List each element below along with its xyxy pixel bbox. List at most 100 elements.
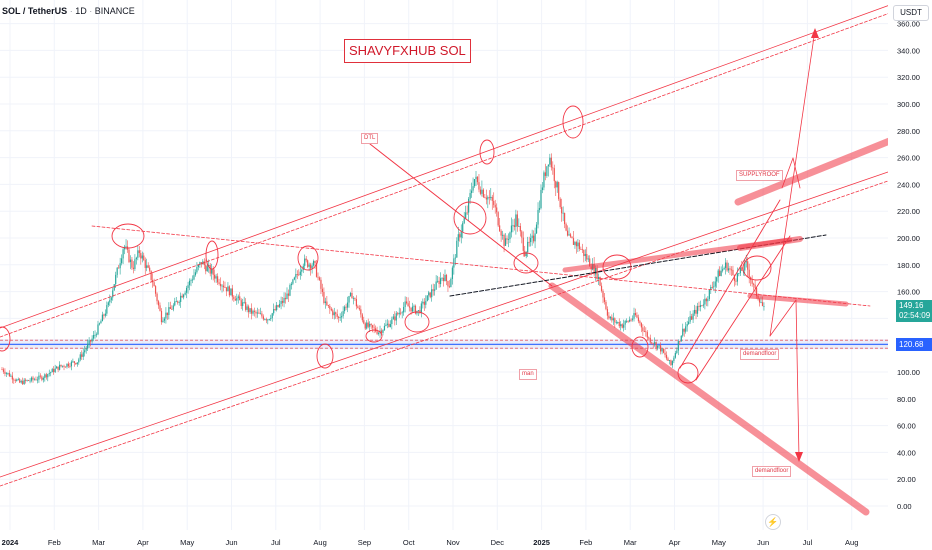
candle-body — [160, 310, 163, 323]
x-tick-label: 2024 — [2, 538, 20, 547]
candle-body — [299, 271, 301, 275]
channel-bottom-dashed — [0, 180, 889, 487]
candle-body — [673, 357, 675, 361]
candle-body — [468, 198, 470, 213]
x-tick-label: Mar — [92, 538, 105, 547]
candle-body — [561, 207, 563, 214]
chart-title-note[interactable]: SHAVYFXHUB SOL — [344, 39, 471, 63]
candle-body — [8, 372, 10, 377]
candle-body — [652, 343, 654, 345]
candle-body — [218, 282, 220, 284]
candle-body — [110, 297, 112, 301]
candle-body — [135, 257, 137, 260]
candle-body — [476, 176, 479, 183]
candle-body — [255, 311, 257, 314]
candle-body — [212, 268, 214, 275]
candle-body — [544, 172, 547, 176]
candle-body — [645, 331, 647, 333]
candle-body — [722, 269, 724, 271]
candle-body — [97, 324, 99, 335]
candle-body — [181, 295, 183, 298]
candle-body — [352, 297, 355, 299]
candle-body — [131, 259, 133, 268]
candle-body — [643, 331, 645, 332]
lightning-icon[interactable]: ⚡ — [765, 514, 781, 530]
candle-body — [146, 265, 148, 268]
candle-body — [11, 375, 13, 380]
candle-body — [116, 267, 118, 275]
candle-body — [507, 239, 510, 240]
candle-body — [707, 299, 709, 302]
candle-body — [674, 353, 676, 358]
y-tick-label: 180.00 — [897, 261, 920, 270]
candle-body — [280, 300, 282, 304]
circle-sep-low — [365, 329, 383, 343]
candle-body — [317, 276, 319, 278]
candle-body — [296, 274, 298, 275]
candle-body — [106, 305, 108, 314]
candle-body — [87, 343, 89, 349]
demandfloor-note-1[interactable]: demandfloor — [740, 349, 780, 360]
candle-body — [270, 318, 272, 320]
candle-body — [630, 319, 632, 321]
candle-body — [513, 225, 516, 227]
candle-body — [540, 189, 542, 209]
candle-body — [54, 368, 56, 373]
candle-body — [456, 240, 458, 258]
candle-body — [626, 320, 628, 322]
candle-body — [634, 313, 637, 316]
candle-body — [231, 288, 233, 297]
candle-body — [738, 273, 740, 274]
candle-body — [289, 285, 291, 296]
candle-body — [735, 280, 737, 282]
candle-body — [692, 313, 694, 320]
candle-body — [571, 236, 573, 239]
symbol-header: SOL / TetherUS · 1D · BINANCE — [2, 6, 135, 16]
candle-body — [349, 292, 352, 297]
projection-base-line — [769, 299, 797, 337]
level-price-tag: 120.68 — [896, 338, 932, 351]
candle-body — [658, 345, 660, 347]
circle-feb-break — [602, 254, 632, 280]
candle-body — [747, 261, 749, 270]
candle-body — [470, 190, 473, 194]
candle-body — [310, 264, 312, 269]
candle-body — [758, 299, 761, 303]
candle-body — [537, 209, 539, 225]
currency-selector[interactable]: USDT — [893, 5, 929, 21]
candle-body — [196, 267, 198, 273]
dtl-note[interactable]: DTL — [361, 133, 379, 144]
interval[interactable]: 1D — [75, 6, 87, 16]
candle-body — [662, 348, 665, 353]
candle-body — [279, 303, 281, 307]
supplyroof-note[interactable]: SUPPLYROOF — [736, 170, 783, 181]
candle-body — [473, 179, 476, 187]
candle-body — [631, 318, 634, 320]
candle-body — [76, 362, 78, 365]
candle-body — [528, 241, 530, 243]
candle-body — [1, 369, 3, 371]
symbol-name[interactable]: SOL / TetherUS — [2, 6, 68, 16]
candle-body — [705, 298, 707, 302]
candle-body — [417, 310, 420, 311]
drawings-front — [0, 1, 899, 516]
candle-body — [256, 312, 259, 314]
demandfloor-note-2[interactable]: demandfloor — [752, 466, 792, 477]
candle-body — [138, 250, 140, 254]
candle-body — [194, 272, 197, 276]
candle-body — [60, 364, 62, 367]
candle-body — [609, 316, 611, 319]
candle-body — [741, 267, 743, 271]
candle-body — [552, 167, 554, 169]
candle-body — [693, 309, 696, 314]
arrowhead-up — [811, 28, 819, 38]
candle-body — [69, 366, 71, 367]
candle-body — [246, 306, 248, 310]
candle-body — [487, 197, 489, 200]
candle-body — [200, 262, 202, 265]
channel-bottom-line — [0, 171, 889, 478]
candle-body — [651, 342, 653, 344]
candle-body — [506, 238, 508, 240]
man-note[interactable]: man — [519, 369, 537, 380]
